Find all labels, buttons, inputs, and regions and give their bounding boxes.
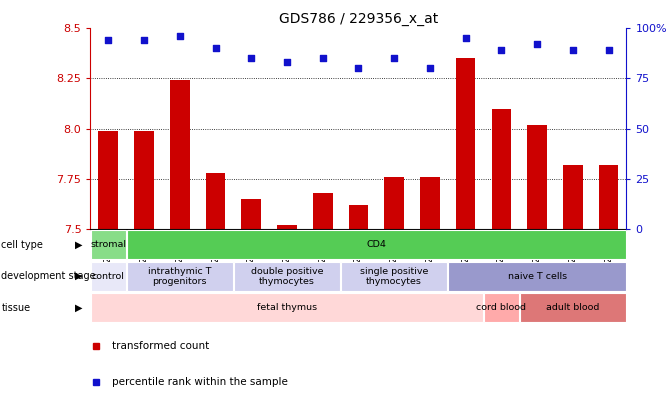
- Bar: [385, 177, 404, 229]
- Bar: [313, 193, 332, 229]
- Bar: [98, 130, 118, 229]
- Text: ▶: ▶: [75, 271, 83, 281]
- Point: [210, 45, 221, 51]
- Bar: [520, 293, 626, 322]
- Point: [139, 37, 149, 44]
- Text: single positive
thymocytes: single positive thymocytes: [360, 266, 428, 286]
- Point: [496, 47, 507, 53]
- Text: fetal thymus: fetal thymus: [257, 303, 317, 312]
- Text: stromal: stromal: [90, 240, 127, 249]
- Bar: [277, 225, 297, 229]
- Text: ▶: ▶: [75, 240, 83, 249]
- Point: [567, 47, 578, 53]
- Point: [532, 41, 543, 48]
- Bar: [341, 262, 448, 291]
- Bar: [206, 173, 225, 229]
- Text: transformed count: transformed count: [112, 341, 209, 352]
- Text: tissue: tissue: [1, 303, 30, 313]
- Text: percentile rank within the sample: percentile rank within the sample: [112, 377, 288, 387]
- Bar: [527, 125, 547, 229]
- Point: [103, 37, 114, 44]
- Bar: [563, 165, 583, 229]
- Bar: [484, 293, 519, 322]
- Text: cord blood: cord blood: [476, 303, 527, 312]
- Text: double positive
thymocytes: double positive thymocytes: [251, 266, 323, 286]
- Point: [281, 59, 292, 66]
- Point: [353, 65, 364, 72]
- Text: intrathymic T
progenitors: intrathymic T progenitors: [148, 266, 212, 286]
- Point: [603, 47, 614, 53]
- Text: cell type: cell type: [1, 240, 43, 249]
- Text: control: control: [92, 272, 125, 281]
- Title: GDS786 / 229356_x_at: GDS786 / 229356_x_at: [279, 12, 438, 26]
- Point: [460, 35, 471, 42]
- Bar: [420, 177, 440, 229]
- Text: development stage: development stage: [1, 271, 96, 281]
- Point: [174, 33, 185, 40]
- Text: CD4: CD4: [366, 240, 386, 249]
- Bar: [456, 58, 476, 229]
- Text: adult blood: adult blood: [546, 303, 600, 312]
- Bar: [91, 230, 126, 259]
- Bar: [170, 81, 190, 229]
- Bar: [91, 262, 126, 291]
- Point: [246, 55, 257, 62]
- Text: ▶: ▶: [75, 303, 83, 313]
- Bar: [91, 293, 483, 322]
- Point: [318, 55, 328, 62]
- Bar: [348, 205, 369, 229]
- Bar: [234, 262, 340, 291]
- Point: [425, 65, 436, 72]
- Bar: [599, 165, 618, 229]
- Bar: [492, 109, 511, 229]
- Point: [389, 55, 399, 62]
- Bar: [127, 262, 233, 291]
- Text: naive T cells: naive T cells: [508, 272, 567, 281]
- Bar: [448, 262, 626, 291]
- Bar: [134, 130, 154, 229]
- Bar: [241, 199, 261, 229]
